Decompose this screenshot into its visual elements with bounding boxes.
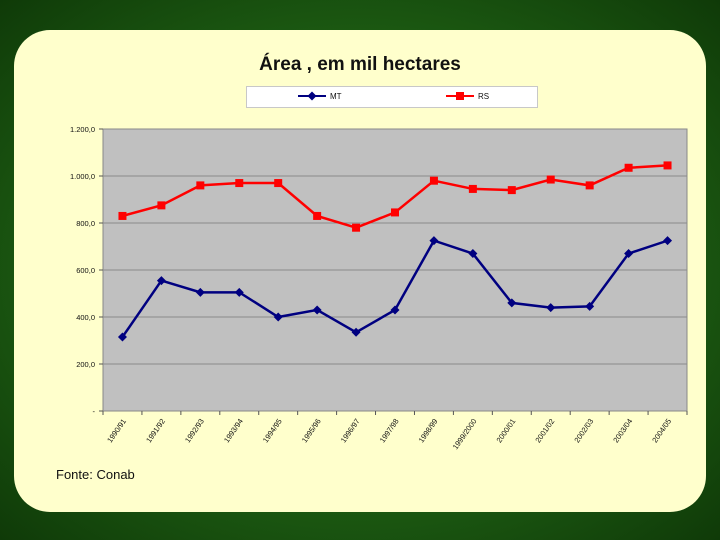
data-point-rs	[157, 201, 166, 210]
data-point-mt	[273, 312, 283, 322]
data-point-rs	[313, 211, 322, 220]
x-tick-label: 1992/93	[183, 417, 206, 444]
data-point-mt	[624, 249, 634, 259]
data-point-rs	[274, 179, 283, 188]
y-tick-label: -	[93, 407, 96, 416]
data-point-mt	[507, 298, 517, 308]
data-point-mt	[429, 236, 439, 246]
data-point-rs	[118, 211, 127, 220]
x-tick-label: 1990/91	[105, 417, 128, 444]
x-tick-label: 1997/98	[378, 417, 401, 444]
legend-label-mt: MT	[330, 92, 342, 101]
data-point-mt	[585, 301, 595, 311]
legend-label-rs: RS	[478, 92, 489, 101]
data-point-mt	[468, 249, 478, 259]
data-point-rs	[456, 92, 464, 100]
data-point-mt	[312, 305, 322, 315]
x-tick-label: 2000/01	[495, 417, 518, 444]
y-tick-label: 200,0	[76, 360, 95, 369]
data-point-rs	[352, 223, 361, 232]
x-tick-label: 1991/92	[144, 417, 167, 444]
data-point-mt	[234, 287, 244, 297]
source-note: Fonte: Conab	[56, 467, 135, 482]
data-point-rs	[585, 181, 594, 190]
y-tick-label: 600,0	[76, 266, 95, 275]
data-point-mt	[663, 236, 673, 246]
x-tick-label: 1993/94	[222, 417, 245, 444]
data-point-rs	[507, 186, 516, 195]
y-tick-label: 400,0	[76, 313, 95, 322]
x-tick-label: 2002/03	[572, 417, 595, 444]
x-tick-label: 2004/05	[650, 417, 673, 444]
y-tick-label: 800,0	[76, 219, 95, 228]
data-point-rs	[429, 176, 438, 185]
data-point-rs	[624, 163, 633, 172]
data-point-mt	[546, 303, 556, 313]
x-tick-label: 1995/96	[300, 417, 323, 444]
data-point-rs	[196, 181, 205, 190]
data-point-mt	[390, 305, 400, 315]
data-point-mt	[195, 287, 205, 297]
x-tick-label: 1996/97	[339, 417, 362, 444]
x-tick-label: 2001/02	[533, 417, 556, 444]
x-tick-label: 1994/95	[261, 417, 284, 444]
chart-title: Área , em mil hectares	[259, 54, 461, 75]
data-point-mt	[156, 276, 166, 286]
x-tick-label: 1999/2000	[451, 417, 479, 451]
data-point-mt	[351, 327, 361, 337]
y-tick-label: 1.200,0	[70, 125, 95, 134]
data-point-rs	[391, 208, 399, 217]
chart-legend	[246, 86, 538, 108]
data-point-rs	[468, 184, 477, 193]
data-point-rs	[546, 175, 555, 184]
y-tick-label: 1.000,0	[70, 172, 95, 181]
x-tick-label: 2003/04	[611, 417, 634, 444]
data-point-mt	[117, 332, 127, 342]
data-point-rs	[235, 179, 244, 188]
data-point-mt	[307, 91, 317, 101]
data-point-rs	[663, 161, 672, 170]
x-tick-label: 1998/99	[417, 417, 440, 444]
